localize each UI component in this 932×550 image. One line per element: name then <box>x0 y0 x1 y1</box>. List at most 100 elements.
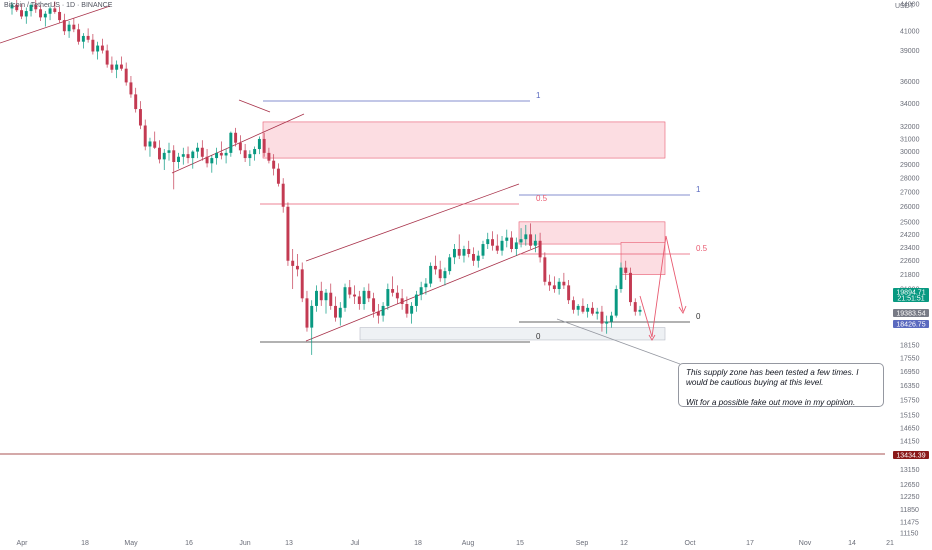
fib-labels-layer: 1 0.5 0 1 0.5 0 <box>536 91 708 341</box>
candle-body <box>462 248 466 256</box>
candle-body <box>567 285 571 301</box>
candle-body <box>77 29 81 42</box>
price-tick-label: 25000 <box>900 219 920 226</box>
annotation-text-1: This supply zone has been tested a few t… <box>686 368 859 387</box>
candle-body <box>248 154 252 159</box>
candle-body <box>300 269 304 299</box>
candle-body <box>448 257 452 272</box>
candle-body <box>586 307 590 312</box>
price-tick-label: 13150 <box>900 467 920 474</box>
time-tick-label: May <box>124 540 138 547</box>
candle-body <box>39 9 43 18</box>
annotation-note[interactable]: This supply zone has been tested a few t… <box>678 363 884 407</box>
candles-layer <box>10 0 642 355</box>
time-tick-label: Jun <box>239 540 250 547</box>
candle-body <box>10 4 14 9</box>
price-badge-label: 19894.71 <box>896 290 925 297</box>
candle-body <box>595 311 599 314</box>
fib-label: 0 <box>696 312 701 321</box>
price-tick-label: 29000 <box>900 162 920 169</box>
projection-path <box>639 235 684 338</box>
price-tick-label: 32000 <box>900 124 920 131</box>
price-badge <box>893 320 929 328</box>
candle-body <box>343 287 347 308</box>
candle-body <box>638 309 642 312</box>
candle-body <box>110 64 114 70</box>
candle-body <box>229 132 233 153</box>
candle-body <box>196 147 200 152</box>
candle-body <box>590 307 594 314</box>
candle-body <box>414 294 418 306</box>
candle-body <box>600 311 604 324</box>
price-tick-label: 16950 <box>900 369 920 376</box>
time-axis[interactable]: Apr 18 May 16 Jun 13 Jul 18 Aug 15 Sep 12 Oct 17 Nov 14… <box>17 540 894 547</box>
time-tick-label: Jul <box>351 540 360 547</box>
candle-body <box>58 11 62 21</box>
candle-body <box>457 248 461 256</box>
time-tick-label: 13 <box>285 540 293 547</box>
candle-body <box>177 156 180 163</box>
price-tick-label: 31000 <box>900 136 920 143</box>
candle-body <box>53 8 57 12</box>
candle-body <box>481 244 485 256</box>
candle-body <box>167 150 171 153</box>
candle-body <box>372 298 376 312</box>
price-tick-label: 12650 <box>900 482 920 489</box>
price-badge-countdown: 21:51:51 <box>897 296 924 303</box>
candle-body <box>105 50 109 65</box>
candle-body <box>243 150 247 159</box>
price-tick-label: 24200 <box>900 232 920 239</box>
candle-body <box>362 290 366 305</box>
candle-body <box>162 152 166 160</box>
projection-arrow-icon <box>678 305 687 314</box>
candle-body <box>405 304 409 314</box>
zones-layer <box>262 121 666 341</box>
candle-body <box>72 24 76 30</box>
time-tick-label: 18 <box>81 540 89 547</box>
candle-body <box>138 109 142 126</box>
candle-body <box>324 292 328 301</box>
candle-body <box>386 289 390 306</box>
candle-body <box>34 4 38 10</box>
candle-body <box>305 298 309 328</box>
symbol-title[interactable]: Bitcoin / TetherUS · 1D · BINANCE <box>4 2 113 9</box>
candle-body <box>86 35 90 40</box>
candle-body <box>219 152 223 156</box>
candle-body <box>119 64 123 69</box>
price-tick-label: 17550 <box>900 356 920 363</box>
drawing-lines-layer <box>0 5 885 455</box>
candle-body <box>548 281 552 286</box>
candle-body <box>267 152 271 161</box>
candle-body <box>20 10 23 17</box>
time-tick-label: Aug <box>462 540 475 547</box>
candle-body <box>272 160 276 169</box>
candle-body <box>467 248 471 254</box>
wedge-upper-line <box>238 99 271 113</box>
candle-body <box>200 147 204 157</box>
candle-body <box>529 234 533 246</box>
price-tick-label: 11475 <box>900 519 919 526</box>
candle-body <box>143 125 147 147</box>
candle-body <box>153 141 157 148</box>
candle-body <box>633 302 637 312</box>
candle-body <box>443 271 447 279</box>
candle-body <box>519 239 523 243</box>
fib-label: 1 <box>536 91 541 100</box>
candle-body <box>495 245 499 251</box>
candle-body <box>571 300 575 310</box>
candle-body <box>491 239 494 246</box>
candle-body <box>281 183 285 207</box>
price-tick-label: 30000 <box>900 149 920 156</box>
candle-body <box>310 305 314 328</box>
price-tick-label: 27000 <box>900 190 920 197</box>
price-tick-label: 23400 <box>900 245 920 252</box>
price-tick-label: 28000 <box>900 176 920 183</box>
candle-body <box>500 240 504 251</box>
candle-body <box>514 242 518 249</box>
candle-body <box>552 285 556 290</box>
zone-supply-2 <box>620 242 666 275</box>
fib-label: 0.5 <box>536 194 548 203</box>
price-badge-label: 19526.82 <box>896 304 925 311</box>
